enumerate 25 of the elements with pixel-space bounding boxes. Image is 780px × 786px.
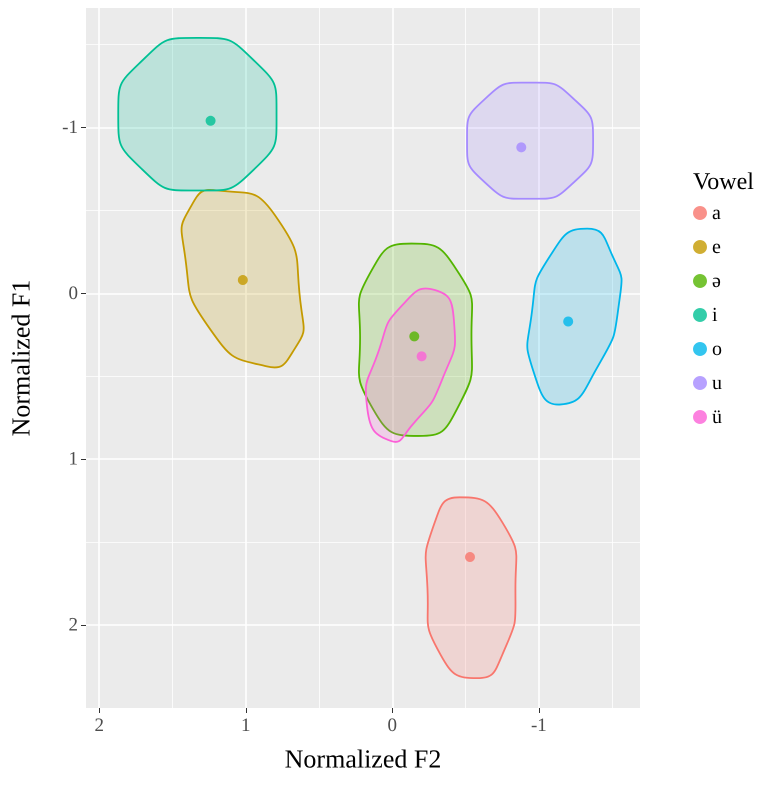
y-tick-label: 2	[68, 614, 78, 636]
x-tick-label: 1	[241, 715, 250, 736]
legend-label: o	[712, 338, 722, 360]
legend-label: u	[712, 372, 722, 394]
x-tick-label: 2	[94, 715, 104, 736]
legend-label: ə	[712, 270, 721, 292]
point	[563, 316, 574, 327]
legend-label: a	[712, 202, 721, 224]
legend-label: i	[712, 304, 718, 326]
point	[516, 142, 526, 152]
point	[206, 116, 216, 126]
legend-label: e	[712, 236, 721, 258]
x-tick-label: -1	[530, 715, 547, 736]
y-tick-label: -1	[62, 116, 78, 138]
legend-title: Vowel	[693, 169, 754, 195]
point	[416, 351, 427, 362]
x-axis-title: Normalized F2	[284, 744, 442, 774]
y-axis-title: Normalized F1	[6, 280, 36, 436]
point	[409, 331, 420, 342]
legend-label: ü	[712, 406, 722, 428]
point	[238, 275, 248, 286]
y-tick-label: 1	[68, 448, 78, 470]
y-tick-label: 0	[68, 282, 78, 304]
point	[465, 552, 475, 562]
x-tick-label: 0	[388, 715, 398, 736]
